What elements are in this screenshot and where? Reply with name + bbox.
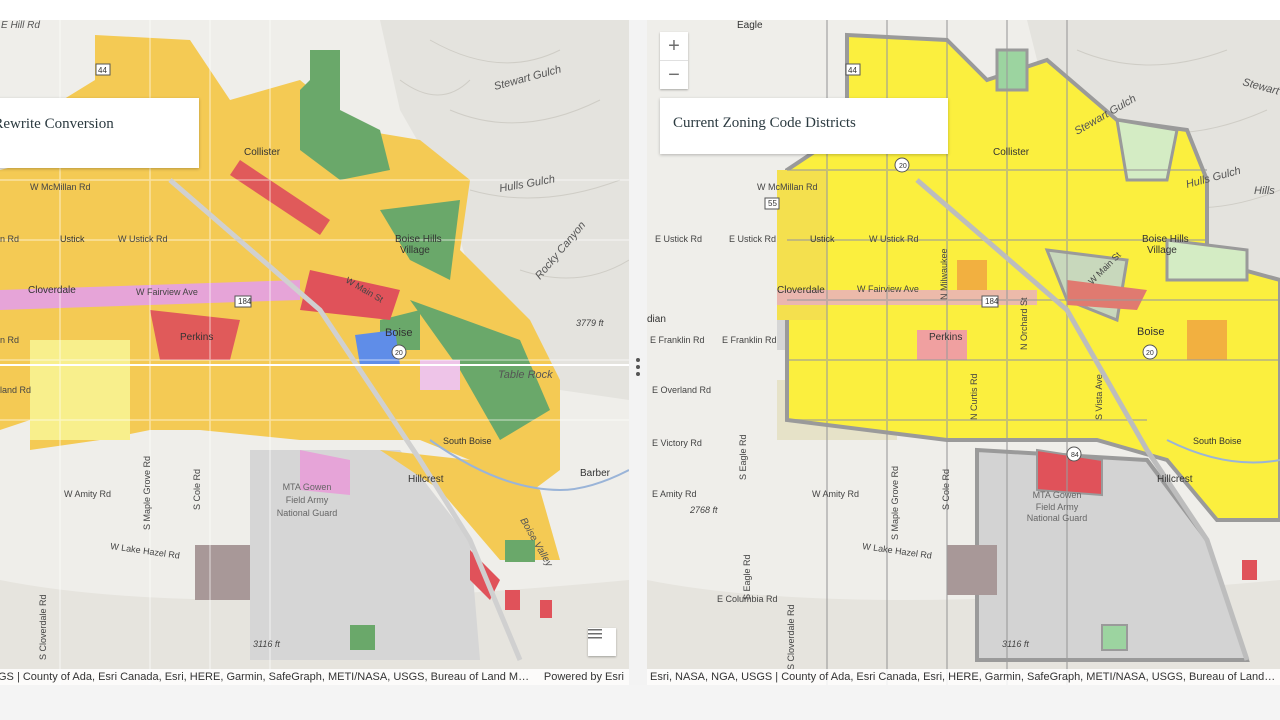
zoom-in-button[interactable]: + <box>668 35 680 57</box>
label-ustick-w: W Ustick Rd <box>869 234 919 244</box>
label-south-boise: South Boise <box>443 436 492 446</box>
label-hills: Hills <box>1254 185 1275 197</box>
label-franklin-partial: n Rd <box>0 335 19 345</box>
route-shield-55: 55 <box>768 199 777 208</box>
label-eagle-rd-2: S Eagle Rd <box>742 554 752 600</box>
label-overland: E Overland Rd <box>652 385 711 395</box>
label-franklin-e: E Franklin Rd <box>650 335 705 345</box>
right-attribution-text[interactable]: Esri, NASA, NGA, USGS | County of Ada, E… <box>650 671 1278 683</box>
label-columbia: E Columbia Rd <box>717 594 778 604</box>
powered-by-esri[interactable]: Powered by Esri <box>543 671 624 683</box>
label-mta-1: MTA Gowen <box>1033 490 1082 500</box>
label-mta-3: National Guard <box>1027 513 1088 523</box>
label-mta-2: Field Army <box>1036 502 1079 512</box>
right-map-title: Current Zoning Code Districts <box>673 115 856 131</box>
label-milwaukee: N Milwaukee <box>939 248 949 300</box>
zoom-out-button[interactable]: − <box>660 60 688 89</box>
route-shield-184: 184 <box>238 297 252 306</box>
route-shield-44: 44 <box>98 66 107 75</box>
label-hill-rd: E Hill Rd <box>1 20 40 31</box>
label-eagle-rd: S Eagle Rd <box>738 434 748 480</box>
right-map-canvas[interactable]: Eagle 44 Stewart Stewart Gulch Collister… <box>647 20 1280 685</box>
label-dian: dian <box>647 314 666 325</box>
label-amity-w: W Amity Rd <box>812 489 859 499</box>
label-orchard: N Orchard St <box>1019 297 1029 350</box>
label-fairview: W Fairview Ave <box>857 284 919 294</box>
label-amity: W Amity Rd <box>64 489 111 499</box>
swipe-divider-handle[interactable] <box>629 20 647 685</box>
label-table-rock: Table Rock <box>498 369 553 381</box>
left-map-view[interactable]: E Hill Rd 44 Stewart Gulch Collister Hul… <box>0 20 629 685</box>
right-map-view[interactable]: Eagle 44 Stewart Stewart Gulch Collister… <box>647 20 1280 685</box>
label-ustick: Ustick <box>60 234 85 244</box>
label-curtis: N Curtis Rd <box>969 373 979 420</box>
label-hillcrest: Hillcrest <box>1157 474 1193 485</box>
label-victory: E Victory Rd <box>652 438 702 448</box>
label-overland-partial: land Rd <box>0 385 31 395</box>
label-maple-grove: S Maple Grove Rd <box>890 466 900 540</box>
list-icon <box>588 629 602 639</box>
left-map-title-card: ing Code Rewrite Conversion <box>0 98 199 168</box>
label-mcmillan: W McMillan Rd <box>30 182 91 192</box>
label-franklin-e2: E Franklin Rd <box>722 335 777 345</box>
label-maple-grove: S Maple Grove Rd <box>142 456 152 530</box>
label-eagle: Eagle <box>737 20 763 31</box>
label-mta-1: MTA Gowen <box>283 482 332 492</box>
label-cloverdale: Cloverdale <box>28 285 76 296</box>
label-cloverdale: Cloverdale <box>777 285 825 296</box>
right-map-attribution[interactable]: Esri, NASA, NGA, USGS | County of Ada, E… <box>647 669 1280 685</box>
route-shield-20: 20 <box>395 350 403 357</box>
label-village: Village <box>1147 245 1177 256</box>
label-cole: S Cole Rd <box>192 469 202 510</box>
right-map-title-card: Current Zoning Code Districts <box>660 98 948 154</box>
label-ustick-e2: E Ustick Rd <box>729 234 776 244</box>
label-perkins: Perkins <box>180 332 213 343</box>
label-barber: Barber <box>580 468 611 479</box>
label-mta-2: Field Army <box>286 495 329 505</box>
label-village: Village <box>400 245 430 256</box>
label-collister: Collister <box>993 147 1030 158</box>
label-fairview: W Fairview Ave <box>136 287 198 297</box>
label-south-boise: South Boise <box>1193 436 1242 446</box>
label-cloverdale-rd: S Cloverdale Rd <box>38 594 48 660</box>
label-boise: Boise <box>385 327 413 339</box>
label-elevation-3116: 3116 ft <box>253 639 280 649</box>
label-collister: Collister <box>244 147 281 158</box>
left-attribution-text[interactable]: GS | County of Ada, Esri Canada, Esri, H… <box>0 671 533 683</box>
label-boise-hills: Boise Hills <box>395 234 442 245</box>
label-ustick-e: E Ustick Rd <box>655 234 702 244</box>
label-elevation-2768: 2768 ft <box>689 505 718 515</box>
label-vista: S Vista Ave <box>1094 374 1104 420</box>
drag-handle-icon[interactable] <box>636 358 640 379</box>
label-ustick-partial: n Rd <box>0 234 19 244</box>
label-perkins: Perkins <box>929 332 962 343</box>
label-ustick: Ustick <box>810 234 835 244</box>
label-elevation-3116: 3116 ft <box>1002 639 1029 649</box>
label-cloverdale-rd: S Cloverdale Rd <box>786 604 796 670</box>
left-map-title: ing Code Rewrite Conversion <box>0 116 114 132</box>
label-amity-e: E Amity Rd <box>652 489 697 499</box>
label-elevation-3779: 3779 ft <box>576 318 604 328</box>
bottom-strip <box>0 685 1280 720</box>
route-shield-84: 84 <box>1071 452 1079 459</box>
top-strip <box>0 0 1280 20</box>
left-map-attribution[interactable]: GS | County of Ada, Esri Canada, Esri, H… <box>0 669 629 685</box>
route-shield-20: 20 <box>899 163 907 170</box>
legend-button[interactable] <box>588 628 616 656</box>
route-shield-20b: 20 <box>1146 350 1154 357</box>
label-boise: Boise <box>1137 326 1165 338</box>
label-hillcrest: Hillcrest <box>408 474 444 485</box>
label-ustick-rd: W Ustick Rd <box>118 234 168 244</box>
label-mcmillan: W McMillan Rd <box>757 182 818 192</box>
route-shield-44: 44 <box>848 66 857 75</box>
label-mta-3: National Guard <box>277 508 338 518</box>
route-shield-184: 184 <box>985 297 999 306</box>
label-boise-hills: Boise Hills <box>1142 234 1189 245</box>
label-cole: S Cole Rd <box>941 469 951 510</box>
zoom-controls: + − <box>660 32 688 89</box>
